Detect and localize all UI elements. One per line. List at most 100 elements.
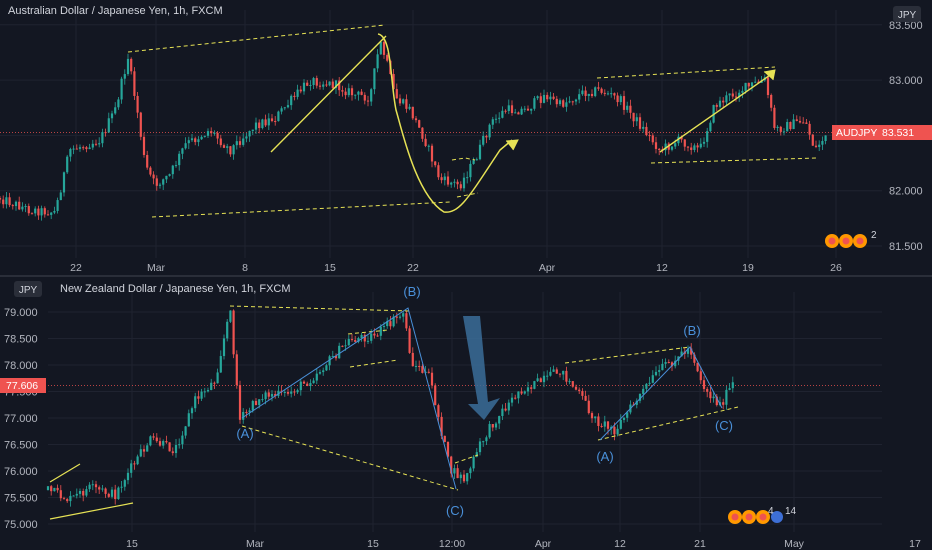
candle-body xyxy=(549,371,552,376)
trendline-dashed xyxy=(349,359,399,368)
candle-body xyxy=(638,117,642,129)
candle-body xyxy=(232,145,235,155)
candle-body xyxy=(245,411,248,413)
candle-body xyxy=(667,362,670,364)
candle-body xyxy=(334,80,338,89)
candle-body xyxy=(219,138,222,146)
candle-body xyxy=(443,435,446,442)
candle-body xyxy=(270,394,274,397)
candle-body xyxy=(24,206,27,208)
candle-body xyxy=(453,181,456,183)
y-axis-tick-label: 77.000 xyxy=(4,413,38,425)
candle-body xyxy=(82,490,85,496)
candle-body xyxy=(376,54,379,69)
candle-body xyxy=(501,110,504,118)
y-axis-tick-label: 79.000 xyxy=(4,307,38,319)
y-axis-tick-label: 78.000 xyxy=(4,360,38,372)
candle-body xyxy=(664,362,667,364)
candle-body xyxy=(466,177,469,179)
candle-body xyxy=(306,383,309,386)
candle-body xyxy=(491,424,494,428)
candle-body xyxy=(248,130,251,137)
candle-body xyxy=(683,139,686,147)
top-currency-tag[interactable] xyxy=(893,6,921,22)
candle-body xyxy=(434,161,437,166)
event-badge-icon[interactable] xyxy=(771,511,783,523)
candle-body xyxy=(581,391,584,396)
candle-body xyxy=(296,89,299,97)
candle-body xyxy=(546,375,549,377)
candle-body xyxy=(731,93,734,97)
bottom-currency-tag[interactable] xyxy=(14,281,42,297)
candle-body xyxy=(206,131,210,136)
wave-label: (C) xyxy=(446,503,464,518)
candle-body xyxy=(98,143,101,145)
candle-body xyxy=(302,82,306,92)
trendline-solid xyxy=(270,35,387,153)
event-flag-icon xyxy=(842,237,850,245)
candle-body xyxy=(674,143,677,147)
candle-body xyxy=(82,147,85,149)
candle-body xyxy=(453,468,456,474)
candle-body xyxy=(501,408,504,417)
candle-body xyxy=(168,442,171,452)
candle-body xyxy=(725,95,728,103)
candle-body xyxy=(619,96,622,103)
candle-body xyxy=(50,486,53,492)
candle-body xyxy=(638,393,642,401)
candle-body xyxy=(552,369,555,372)
candle-body xyxy=(757,81,760,83)
candle-body xyxy=(654,371,658,376)
candle-body xyxy=(136,456,139,465)
candle-body xyxy=(46,486,50,490)
candle-body xyxy=(776,126,779,128)
candle-body xyxy=(690,147,693,150)
candle-body xyxy=(174,445,178,454)
candle-body xyxy=(626,105,629,110)
candle-body xyxy=(14,201,18,207)
candle-body xyxy=(229,146,232,155)
candle-body xyxy=(165,175,168,180)
bottom-event-badge-count: 4 xyxy=(768,506,774,517)
candle-body xyxy=(507,402,510,411)
candle-body xyxy=(446,441,450,457)
candle-body xyxy=(197,396,200,399)
candle-body xyxy=(443,176,446,181)
candle-body xyxy=(146,154,149,168)
y-axis-tick-label: 83.000 xyxy=(889,75,923,87)
candle-body xyxy=(101,488,104,490)
candle-body xyxy=(645,383,648,389)
candle-body xyxy=(66,156,69,173)
candle-body xyxy=(610,93,613,95)
candle-body xyxy=(331,81,334,89)
candle-body xyxy=(475,159,478,161)
candle-body xyxy=(635,400,638,405)
candle-body xyxy=(424,138,427,146)
candle-body xyxy=(533,381,536,389)
top-currency-label: JPY xyxy=(898,10,917,21)
candle-body xyxy=(597,416,600,426)
candle-body xyxy=(661,363,664,371)
top-event-badges[interactable]: 2 xyxy=(825,230,877,248)
candle-body xyxy=(318,372,322,374)
x-axis-tick-label: 12 xyxy=(656,262,668,274)
candle-body xyxy=(782,131,786,133)
x-axis-tick-label: 8 xyxy=(242,262,248,274)
candle-body xyxy=(354,94,357,96)
candle-body xyxy=(277,111,280,122)
candle-body xyxy=(398,316,402,318)
x-axis-tick-label: Mar xyxy=(147,262,166,274)
candle-body xyxy=(238,385,242,420)
candle-body xyxy=(120,486,123,488)
candle-body xyxy=(568,101,571,103)
candle-body xyxy=(171,451,174,454)
x-axis-tick-label: Mar xyxy=(246,538,265,550)
trendline-dashed xyxy=(596,66,776,79)
bottom-currency-label: JPY xyxy=(19,285,38,296)
candle-body xyxy=(379,326,382,336)
bottom-event-badges[interactable]: 4 14 xyxy=(728,506,797,524)
candle-body xyxy=(568,381,571,383)
candle-body xyxy=(686,348,690,354)
candle-body xyxy=(434,385,437,406)
candle-body xyxy=(530,387,533,389)
